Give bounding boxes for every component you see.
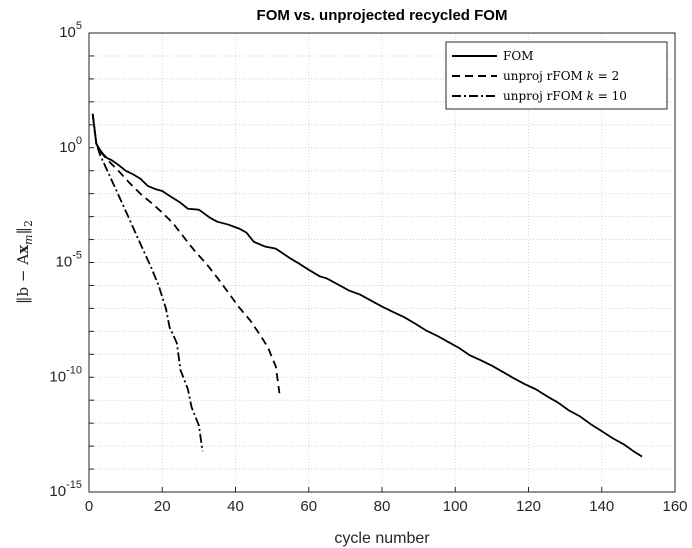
x-tick-label: 40 <box>227 498 244 515</box>
chart-title: FOM vs. unprojected recycled FOM <box>257 7 508 24</box>
legend-label-rfom-k10: unproj rFOM k = 10 <box>503 89 627 103</box>
legend: FOM unproj rFOM k = 2 unproj rFOM k = 10 <box>445 41 668 110</box>
legend-label-rfom-k2: unproj rFOM k = 2 <box>503 69 619 83</box>
x-tick-label: 100 <box>443 498 468 515</box>
y-tick-label: 10-15 <box>49 479 82 500</box>
y-tick-label: 10-5 <box>56 250 82 271</box>
x-tick-label: 120 <box>516 498 541 515</box>
x-tick-label: 60 <box>300 498 317 515</box>
x-tick-label: 160 <box>662 498 687 515</box>
series-line-1 <box>91 113 281 394</box>
y-tick-label: 105 <box>59 20 82 41</box>
x-axis-label: cycle number <box>334 530 430 547</box>
y-axis-label: ‖b − Axm‖2 <box>14 220 35 304</box>
x-tick-label: 80 <box>374 498 391 515</box>
legend-label-fom: FOM <box>503 49 533 63</box>
legend-entry-rfom-k2: unproj rFOM k = 2 <box>452 69 619 83</box>
legend-entry-rfom-k10: unproj rFOM k = 10 <box>452 89 627 103</box>
series-layer <box>91 113 643 458</box>
x-tick-label: 20 <box>154 498 171 515</box>
series-line-0 <box>91 113 643 458</box>
legend-entry-fom: FOM <box>452 49 533 63</box>
y-tick-label: 100 <box>59 135 82 156</box>
x-tick-label: 0 <box>85 498 93 515</box>
x-tick-label: 140 <box>589 498 614 515</box>
ticks: 0 20 40 60 80 100 120 140 160 10-15 10-10 10-5 100 10… <box>49 20 687 515</box>
series-line-2 <box>91 113 204 452</box>
y-tick-label: 10-10 <box>49 364 82 385</box>
